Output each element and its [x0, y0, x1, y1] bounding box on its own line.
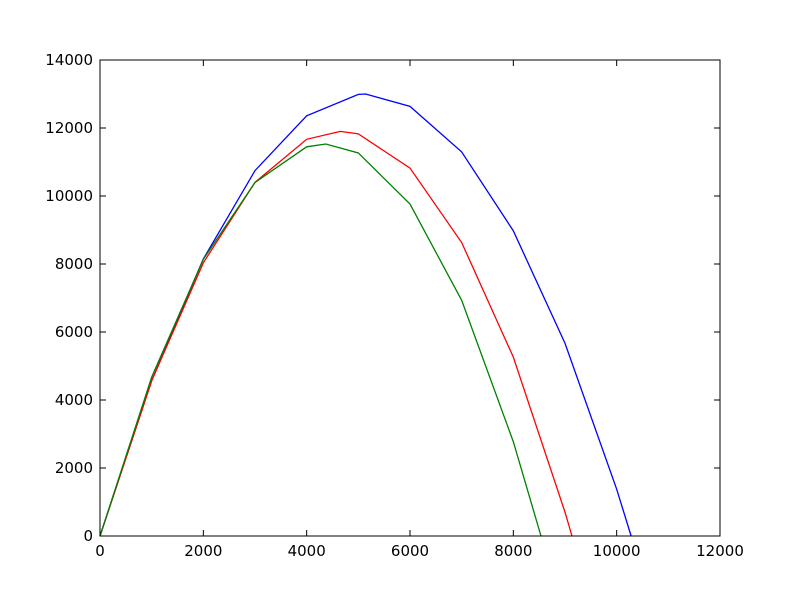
y-tick-label: 4000 — [55, 391, 93, 409]
y-tick-label: 10000 — [45, 187, 93, 205]
x-tick-label: 10000 — [593, 542, 641, 560]
y-tick-label: 14000 — [45, 51, 93, 69]
series-line — [99, 143, 542, 537]
x-tick-label: 0 — [95, 542, 105, 560]
y-tick-label: 6000 — [55, 323, 93, 341]
y-tick-label: 0 — [83, 527, 93, 545]
series-line — [99, 130, 573, 537]
x-tick-label: 2000 — [184, 542, 222, 560]
y-tick-label: 12000 — [45, 119, 93, 137]
x-tick-label: 6000 — [391, 542, 429, 560]
x-tick-label: 4000 — [288, 542, 326, 560]
x-tick-label: 8000 — [494, 542, 532, 560]
x-tick-label: 12000 — [696, 542, 744, 560]
y-tick-label: 8000 — [55, 255, 93, 273]
y-tick-label: 2000 — [55, 459, 93, 477]
